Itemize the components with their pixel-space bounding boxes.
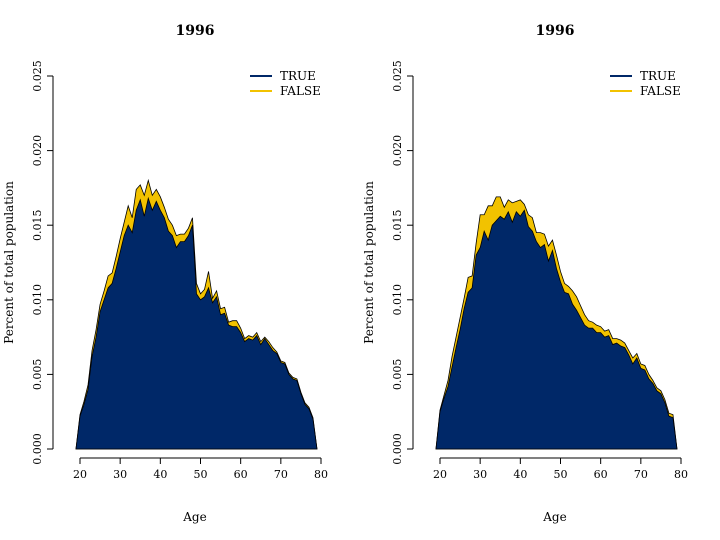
y-tick-label: 0.010 bbox=[31, 284, 44, 316]
y-tick-label: 0.000 bbox=[31, 433, 44, 465]
area-series-true bbox=[435, 209, 678, 450]
x-tick-label: 30 bbox=[473, 468, 487, 481]
x-tick-label: 30 bbox=[113, 468, 127, 481]
legend-label-true: TRUE bbox=[640, 69, 676, 83]
legend-label-false: FALSE bbox=[640, 84, 681, 98]
x-tick-label: 40 bbox=[513, 468, 527, 481]
chart-title: 1996 bbox=[176, 23, 215, 39]
y-tick-label: 0.010 bbox=[391, 284, 404, 316]
y-tick-label: 0.005 bbox=[391, 359, 404, 391]
x-axis-label: Age bbox=[542, 510, 566, 524]
chart-title: 1996 bbox=[536, 23, 575, 39]
y-tick-label: 0.015 bbox=[31, 209, 44, 241]
x-tick-label: 80 bbox=[314, 468, 328, 481]
legend-label-false: FALSE bbox=[280, 84, 321, 98]
legend-label-true: TRUE bbox=[280, 69, 316, 83]
y-tick-label: 0.005 bbox=[31, 359, 44, 391]
area-series-true bbox=[75, 196, 318, 450]
x-tick-label: 20 bbox=[73, 468, 87, 481]
y-tick-label: 0.020 bbox=[31, 135, 44, 167]
x-tick-label: 60 bbox=[594, 468, 608, 481]
x-tick-label: 50 bbox=[194, 468, 208, 481]
x-tick-label: 70 bbox=[634, 468, 648, 481]
y-axis-label: Percent of total population bbox=[362, 181, 376, 344]
x-tick-label: 50 bbox=[554, 468, 568, 481]
x-axis-label: Age bbox=[182, 510, 206, 524]
y-tick-label: 0.025 bbox=[31, 60, 44, 92]
x-tick-label: 60 bbox=[234, 468, 248, 481]
chart-panel-2: 1996 0.000 0.005 0.010 0.015 0.020 0.025 20 30 40… bbox=[362, 23, 688, 524]
y-tick-label: 0.025 bbox=[391, 60, 404, 92]
x-tick-label: 70 bbox=[274, 468, 288, 481]
y-tick-label: 0.000 bbox=[391, 433, 404, 465]
x-tick-label: 80 bbox=[674, 468, 688, 481]
y-tick-label: 0.020 bbox=[391, 135, 404, 167]
y-axis-label: Percent of total population bbox=[2, 181, 16, 344]
x-tick-label: 20 bbox=[433, 468, 447, 481]
x-tick-label: 40 bbox=[153, 468, 167, 481]
chart-panel-1: 1996 0.000 0.005 0.010 0.015 0.020 0.025 20 30 40… bbox=[2, 23, 328, 524]
y-tick-label: 0.015 bbox=[391, 209, 404, 241]
